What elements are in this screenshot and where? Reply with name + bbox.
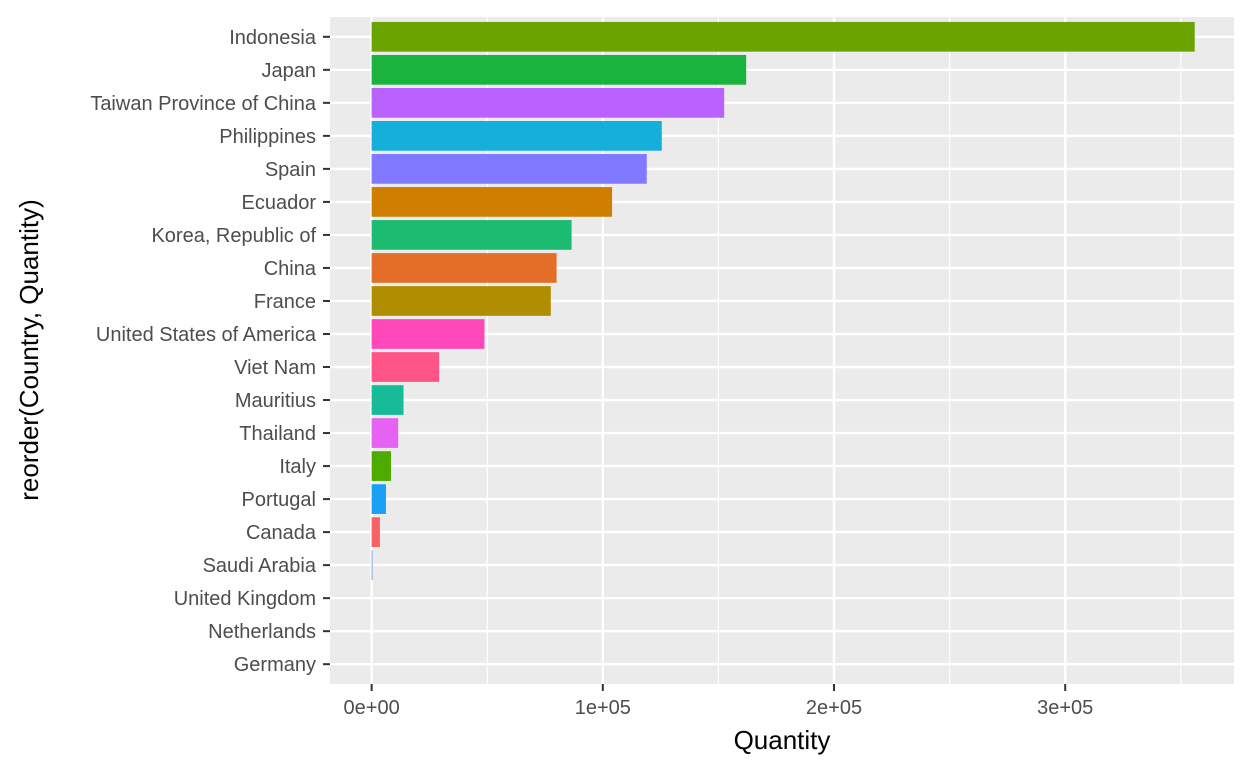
y-tick-label: Philippines xyxy=(219,126,316,148)
bar xyxy=(371,385,404,415)
y-tick-label: Italy xyxy=(279,456,316,478)
bar xyxy=(371,484,386,514)
x-tick-label: 2e+05 xyxy=(806,697,862,719)
bar xyxy=(371,187,613,217)
y-tick-label: France xyxy=(254,291,316,313)
bar xyxy=(371,418,399,448)
bar xyxy=(371,220,572,250)
y-tick-label: Portugal xyxy=(242,489,317,511)
y-tick-label: United Kingdom xyxy=(174,588,316,610)
x-tick-label: 0e+00 xyxy=(344,697,400,719)
bar xyxy=(371,253,557,283)
y-tick-label: Korea, Republic of xyxy=(151,225,316,247)
y-tick-label: United States of America xyxy=(96,324,317,346)
bar xyxy=(371,121,662,151)
bar xyxy=(371,87,725,118)
y-tick-label: Taiwan Province of China xyxy=(90,93,317,115)
y-tick-label: Canada xyxy=(246,522,317,544)
bar xyxy=(371,517,380,547)
y-tick-label: Spain xyxy=(265,159,316,181)
y-axis: Indonesia Japan Taiwan Province of China Ph… xyxy=(90,27,330,676)
bar xyxy=(371,550,373,580)
y-tick-label: Viet Nam xyxy=(234,357,316,379)
bar xyxy=(371,286,551,316)
y-tick-label: Thailand xyxy=(239,423,316,445)
y-tick-label: Japan xyxy=(262,60,317,82)
bar xyxy=(371,21,1195,52)
y-axis-title: reorder(Country, Quantity) xyxy=(14,199,44,501)
x-tick-label: 1e+05 xyxy=(575,697,631,719)
y-tick-label: Ecuador xyxy=(242,192,317,214)
x-axis: 0e+00 1e+05 2e+05 3e+05 xyxy=(344,684,1093,719)
bar xyxy=(371,154,647,184)
bars xyxy=(371,21,1195,580)
bar xyxy=(371,352,440,382)
y-tick-label: China xyxy=(264,258,317,280)
bar xyxy=(371,54,747,85)
y-tick-label: Saudi Arabia xyxy=(203,555,317,577)
y-tick-label: Mauritius xyxy=(235,390,316,412)
y-tick-label: Germany xyxy=(234,654,316,676)
y-tick-label: Netherlands xyxy=(208,621,316,643)
x-tick-label: 3e+05 xyxy=(1037,697,1093,719)
bar xyxy=(371,319,485,349)
y-tick-label: Indonesia xyxy=(229,27,317,49)
x-axis-title: Quantity xyxy=(734,725,831,755)
bar xyxy=(371,451,392,481)
